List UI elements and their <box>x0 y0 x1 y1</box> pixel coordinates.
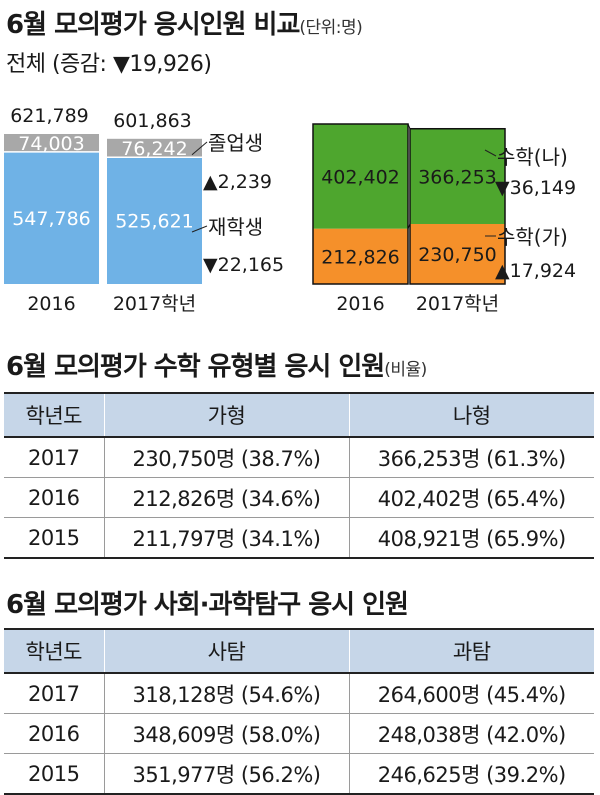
bar-segment-math-na <box>313 124 408 229</box>
table-cell: 2015 <box>4 517 104 559</box>
total-label: 621,789 <box>10 105 89 127</box>
table-cell: 230,750명 (38.7%) <box>103 437 349 478</box>
table-row: 2016 348,609명 (58.0%) 248,038명 (42.0%) <box>4 713 594 754</box>
chart-title: 6월 모의평가 응시인원 비교(단위:명) <box>6 4 363 41</box>
column-header: 나형 <box>348 392 594 438</box>
unit-label: (단위:명) <box>299 18 363 38</box>
data-label: 547,786 <box>12 208 91 230</box>
data-label: 76,242 <box>121 138 187 160</box>
x-tick-label: 2016 <box>27 293 75 315</box>
bar-segment-graduates <box>107 138 202 158</box>
x-tick-label: 2017학년 <box>113 293 196 315</box>
connector-line <box>407 223 411 229</box>
table-cell: 348,609명 (58.0%) <box>103 713 349 754</box>
column-header: 사탐 <box>103 628 349 674</box>
column-header: 학년도 <box>4 628 104 674</box>
leader-line <box>191 225 208 233</box>
data-label: 74,003 <box>18 133 84 155</box>
bar-segment-graduates <box>4 134 99 152</box>
total-label: 601,863 <box>113 110 192 132</box>
science-table-title: 6월 모의평가 사회·과학탐구 응시 인원 <box>6 590 409 620</box>
table-cell: 351,977명 (56.2%) <box>103 753 349 795</box>
series-label-math-ga: 수학(가) <box>497 225 568 249</box>
chart-title-text: 6월 모의평가 응시인원 비교 <box>6 10 300 40</box>
column-header: 가형 <box>103 392 349 438</box>
table-cell: 408,921명 (65.9%) <box>348 517 594 559</box>
table-cell: 2017 <box>4 437 104 478</box>
change-label-math-na: ▼36,149 <box>495 177 576 199</box>
table-cell: 211,797명 (34.1%) <box>103 517 349 559</box>
inquiry-table: 학년도 사탐 과탐 2017 318,128명 (54.6%) 264,600명… <box>4 628 594 795</box>
series-label-math-na: 수학(나) <box>497 145 568 169</box>
leader-line <box>191 141 208 156</box>
bar-outline <box>312 123 409 285</box>
table-cell: 318,128명 (54.6%) <box>103 673 349 714</box>
bar-segment-math-na <box>410 128 505 224</box>
series-label-students: 재학생 <box>208 215 263 239</box>
table-cell: 2016 <box>4 713 104 754</box>
table-row: 2017 230,750명 (38.7%) 366,253명 (61.3%) <box>4 437 594 478</box>
table-row: 2017 318,128명 (54.6%) 264,600명 (45.4%) <box>4 673 594 714</box>
table-header-row: 학년도 사탐 과탐 <box>4 628 594 674</box>
x-tick-label: 2017학년 <box>416 293 499 315</box>
table-cell: 402,402명 (65.4%) <box>348 477 594 518</box>
bar-segment-math-ga <box>410 223 505 284</box>
data-label: 230,750 <box>418 244 497 266</box>
table-row: 2015 351,977명 (56.2%) 246,625명 (39.2%) <box>4 753 594 795</box>
data-label: 525,621 <box>115 211 194 233</box>
math-table-title-text: 6월 모의평가 수학 유형별 응시 인원 <box>6 352 385 382</box>
table-row: 2015 211,797명 (34.1%) 408,921명 (65.9%) <box>4 517 594 559</box>
column-header: 학년도 <box>4 392 104 438</box>
bar-outline <box>409 127 506 285</box>
series-label-graduates: 졸업생 <box>208 131 263 155</box>
leader-line <box>484 149 497 157</box>
column-header: 과탐 <box>348 628 594 674</box>
math-table-subtitle: (비율) <box>384 360 427 380</box>
table-cell: 246,625명 (39.2%) <box>348 753 594 795</box>
math-type-table: 학년도 가형 나형 2017 230,750명 (38.7%) 366,253명… <box>4 392 594 559</box>
table-cell: 2015 <box>4 753 104 795</box>
data-label: 366,253 <box>418 166 497 188</box>
bar-segment-math-ga <box>313 228 408 284</box>
table-cell: 2016 <box>4 477 104 518</box>
bar-segment-students <box>4 151 99 284</box>
total-change-line: 전체 (증감: ▼19,926) <box>6 52 212 77</box>
data-label: 402,402 <box>321 166 400 188</box>
x-tick-label: 2016 <box>336 293 384 315</box>
table-cell: 248,038명 (42.0%) <box>348 713 594 754</box>
table-cell: 212,826명 (34.6%) <box>103 477 349 518</box>
bar-charts: 547,786 74,003 621,789 2016 525,621 76,242 601… <box>4 105 576 315</box>
connector-line <box>407 123 411 129</box>
change-label-students: ▼22,165 <box>203 254 284 276</box>
change-label-graduates: ▲2,239 <box>203 171 272 193</box>
table-cell: 2017 <box>4 673 104 714</box>
change-label-math-ga: ▲17,924 <box>495 260 576 282</box>
bar-segment-students <box>107 157 202 284</box>
table-cell: 264,600명 (45.4%) <box>348 673 594 714</box>
math-table-title: 6월 모의평가 수학 유형별 응시 인원(비율) <box>6 346 427 383</box>
table-cell: 366,253명 (61.3%) <box>348 437 594 478</box>
table-header-row: 학년도 가형 나형 <box>4 392 594 438</box>
table-row: 2016 212,826명 (34.6%) 402,402명 (65.4%) <box>4 477 594 518</box>
data-label: 212,826 <box>321 246 400 268</box>
